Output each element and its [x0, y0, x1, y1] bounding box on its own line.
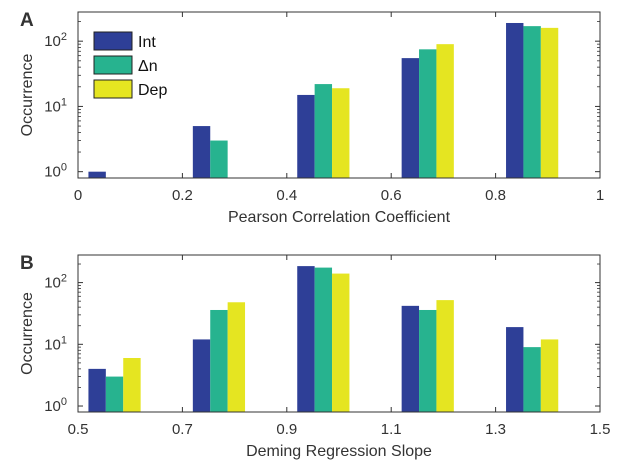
bar-Int-4	[506, 327, 524, 412]
x-tick-label: 1.3	[485, 421, 506, 438]
bar-n-3	[419, 309, 437, 412]
bar-Int-0	[88, 171, 106, 178]
bar-n-4	[523, 26, 541, 178]
y-tick-label: 100	[44, 162, 67, 181]
bar-Dep-4	[540, 27, 559, 178]
legend-swatch	[93, 55, 133, 75]
x-tick-label: 1.5	[590, 421, 611, 438]
bar-n-0	[105, 376, 124, 412]
y-tick-label: 102	[44, 31, 67, 50]
x-tick-label: 0.2	[172, 187, 193, 204]
bar-Int-3	[401, 58, 420, 179]
x-tick-label: 1	[596, 187, 604, 204]
bar-Dep-2	[332, 273, 350, 412]
x-axis-label: Pearson Correlation Coefficient	[228, 209, 451, 226]
bar-Dep-1	[227, 302, 246, 412]
x-tick-label: 0.9	[276, 421, 297, 438]
x-tick-label: 1.1	[381, 421, 402, 438]
x-tick-label: 0	[74, 187, 82, 204]
panel-b: 0.5 0.7 0.9 1.1 1.3 1.5 100 101 102 Deming Regres…	[19, 253, 610, 460]
legend-label: Dep	[138, 82, 167, 99]
panel-letter: A	[20, 10, 34, 31]
bar-Dep-3	[436, 300, 454, 412]
y-axis-label: Occurrence	[19, 54, 36, 137]
x-tick-label: 0.8	[485, 187, 506, 204]
bar-Int-3	[401, 305, 420, 412]
legend-swatch	[93, 31, 133, 51]
bar-n-2	[314, 267, 333, 412]
bar-Dep-0	[123, 358, 141, 412]
bar-n-4	[523, 347, 541, 412]
bar-Int-1	[192, 339, 211, 412]
panel-a: 0 0.2 0.4 0.6 0.8 1 100 101 102 Pearson Correlati…	[19, 10, 604, 226]
x-tick-label: 0.6	[381, 187, 402, 204]
bar-Int-4	[506, 22, 524, 178]
bar-Int-2	[297, 94, 315, 178]
bar-Dep-3	[436, 44, 454, 178]
y-axis-label: Occurrence	[19, 292, 36, 375]
legend-label: Δn	[138, 58, 158, 75]
bar-n-2	[314, 84, 333, 178]
y-tick-label: 101	[44, 334, 67, 353]
bar-n-1	[210, 309, 228, 412]
y-tick-label: 101	[44, 96, 67, 115]
y-tick-label: 102	[44, 273, 67, 292]
x-tick-label: 0.7	[172, 421, 193, 438]
x-tick-label: 0.5	[68, 421, 89, 438]
bar-Dep-2	[332, 88, 350, 178]
bar-Int-2	[297, 266, 315, 412]
bar-Int-0	[88, 368, 106, 412]
panel-letter: B	[20, 253, 34, 274]
x-axis-label: Deming Regression Slope	[246, 443, 432, 460]
bar-Int-1	[192, 126, 211, 178]
legend-label: Int	[138, 34, 156, 51]
axes-frame	[77, 254, 601, 413]
bar-n-1	[210, 140, 228, 178]
x-tick-label: 0.4	[276, 187, 297, 204]
y-tick-label: 100	[44, 396, 67, 415]
bar-Dep-4	[540, 339, 559, 412]
axes-frame	[77, 11, 601, 179]
bar-n-3	[419, 49, 437, 178]
legend-swatch	[93, 79, 133, 99]
